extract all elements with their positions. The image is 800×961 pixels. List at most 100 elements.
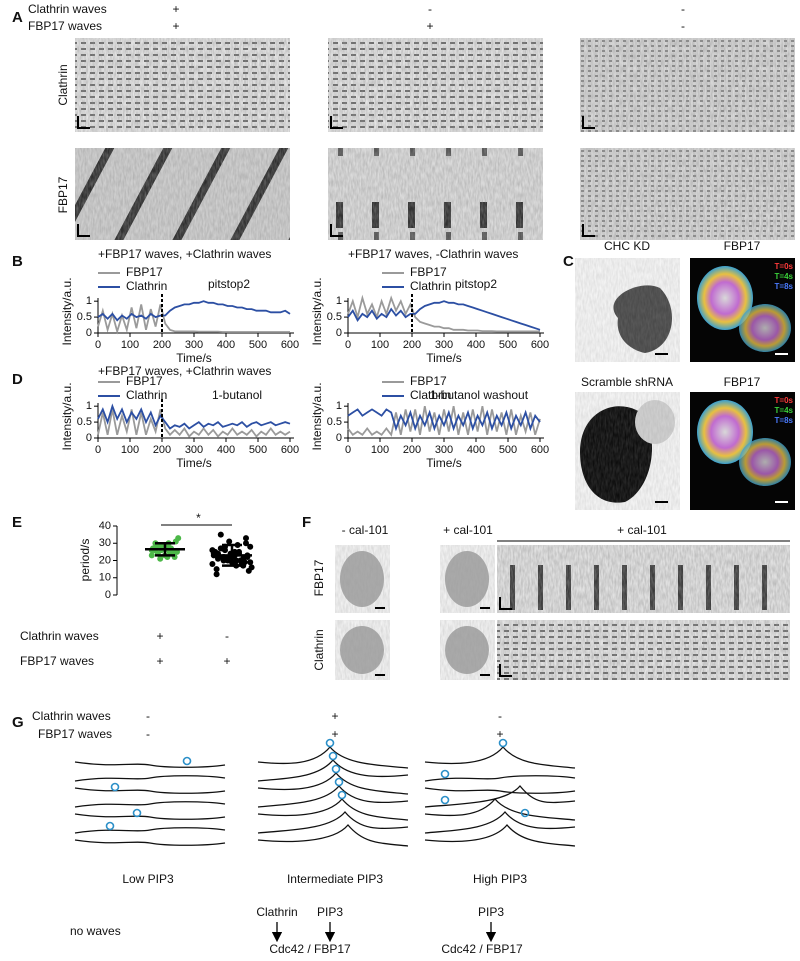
legend-label: Clathrin: [126, 279, 167, 293]
image-title: Scramble shRNA: [581, 375, 673, 389]
chart-title: +FBP17 waves, +Clathrin waves: [98, 247, 271, 261]
condition-mark: +: [156, 629, 163, 643]
x-tick-label: 0: [345, 444, 351, 456]
time-legend: T=0s: [775, 262, 794, 271]
x-tick-label: 300: [435, 339, 453, 351]
panel-label: E: [12, 514, 22, 531]
data-point: [226, 538, 233, 545]
membrane-line: [74, 839, 226, 846]
legend-label: Clathrin: [410, 388, 451, 402]
panel-label: C: [563, 253, 574, 270]
legend-label: FBP17: [126, 374, 163, 388]
condition-label: Clathrin waves: [20, 629, 99, 643]
kymograph-noise: [75, 148, 290, 240]
annotation: pitstop2: [208, 277, 250, 291]
x-tick-label: 200: [403, 444, 421, 456]
scale-bar: [499, 597, 512, 610]
data-point: [245, 567, 252, 574]
x-tick-label: 600: [531, 444, 549, 456]
data-point: [247, 543, 254, 550]
x-axis-label: Time/s: [176, 351, 212, 365]
x-tick-label: 500: [499, 339, 517, 351]
clathrin-pit: [105, 821, 115, 831]
panel-label: F: [302, 514, 311, 531]
legend-label: FBP17: [410, 374, 447, 388]
row-label: FBP17: [56, 176, 70, 213]
y-axis-label: Intensity/a.u.: [310, 277, 324, 345]
condition-mark: +: [172, 19, 179, 33]
membrane-line: [424, 787, 576, 794]
clathrin-pit: [520, 808, 530, 818]
data-point: [243, 535, 249, 542]
x-tick-label: 400: [467, 444, 485, 456]
membrane-line: [424, 775, 576, 782]
micrograph-noise: [335, 620, 390, 680]
data-point: [213, 566, 220, 573]
condition-mark: -: [225, 629, 229, 643]
membrane-line: [424, 797, 576, 821]
membrane-line: [74, 775, 226, 782]
condition-mark: -: [146, 709, 150, 723]
panel-label: D: [12, 371, 23, 388]
clathrin-pit: [440, 795, 450, 805]
y-tick-label: 1: [86, 400, 92, 412]
row-label: FBP17: [312, 559, 326, 596]
x-tick-label: 300: [185, 339, 203, 351]
x-axis-label: Time/s: [426, 351, 462, 365]
annotation: 1-butanol washout: [430, 388, 529, 402]
y-tick-label: 0: [86, 327, 92, 339]
column-label: - cal-101: [342, 523, 389, 537]
annotation: 1-butanol: [212, 388, 262, 402]
chart-title: +FBP17 waves, +Clathrin waves: [98, 364, 271, 378]
membrane-line: [74, 787, 226, 794]
pathway-text: Cdc42 / FBP17: [269, 942, 351, 956]
annotation: pitstop2: [455, 277, 497, 291]
y-tick-label: 10: [99, 572, 111, 584]
pathway-text: Cdc42 / FBP17: [441, 942, 523, 956]
x-tick-label: 100: [371, 339, 389, 351]
membrane-line: [424, 784, 576, 808]
clathrin-pit: [328, 751, 338, 761]
y-tick-label: 0: [336, 432, 342, 444]
x-tick-label: 400: [217, 444, 235, 456]
condition-mark: -: [498, 709, 502, 723]
series-line: [97, 403, 291, 430]
data-point: [148, 552, 155, 559]
data-point: [247, 559, 254, 566]
condition-mark: +: [156, 654, 163, 668]
cell: [739, 438, 791, 486]
kymograph-noise: [497, 620, 790, 680]
series-line: [97, 300, 291, 322]
column-label: + cal-101: [443, 523, 493, 537]
x-tick-label: 200: [403, 339, 421, 351]
condition-mark: +: [496, 727, 503, 741]
clathrin-pit: [331, 764, 341, 774]
image-title: CHC KD: [604, 239, 650, 253]
y-tick-label: 0.5: [327, 311, 342, 323]
y-axis-label: Intensity/a.u.: [60, 382, 74, 450]
clathrin-pit: [498, 738, 508, 748]
cell: [697, 400, 753, 464]
data-point: [240, 562, 247, 569]
x-tick-label: 500: [249, 444, 267, 456]
clathrin-pit: [132, 808, 142, 818]
pathway-text: Clathrin: [256, 905, 297, 919]
row-label: Clathrin: [56, 64, 70, 105]
data-point: [209, 560, 216, 567]
y-tick-label: 1: [86, 295, 92, 307]
time-legend: T=0s: [775, 396, 794, 405]
scale-bar: [77, 116, 90, 129]
scale-bar: [77, 224, 90, 237]
caption: Low PIP3: [122, 872, 174, 886]
y-axis-label: Intensity/a.u.: [60, 277, 74, 345]
panel-label: A: [12, 9, 23, 26]
condition-label: FBP17 waves: [38, 727, 112, 741]
membrane-line: [424, 810, 576, 834]
membrane-line: [74, 813, 226, 820]
series-line: [347, 300, 541, 331]
membrane-line: [257, 823, 409, 847]
legend-label: Clathrin: [126, 388, 167, 402]
micrograph-noise: [440, 620, 495, 680]
series-line: [347, 408, 541, 432]
